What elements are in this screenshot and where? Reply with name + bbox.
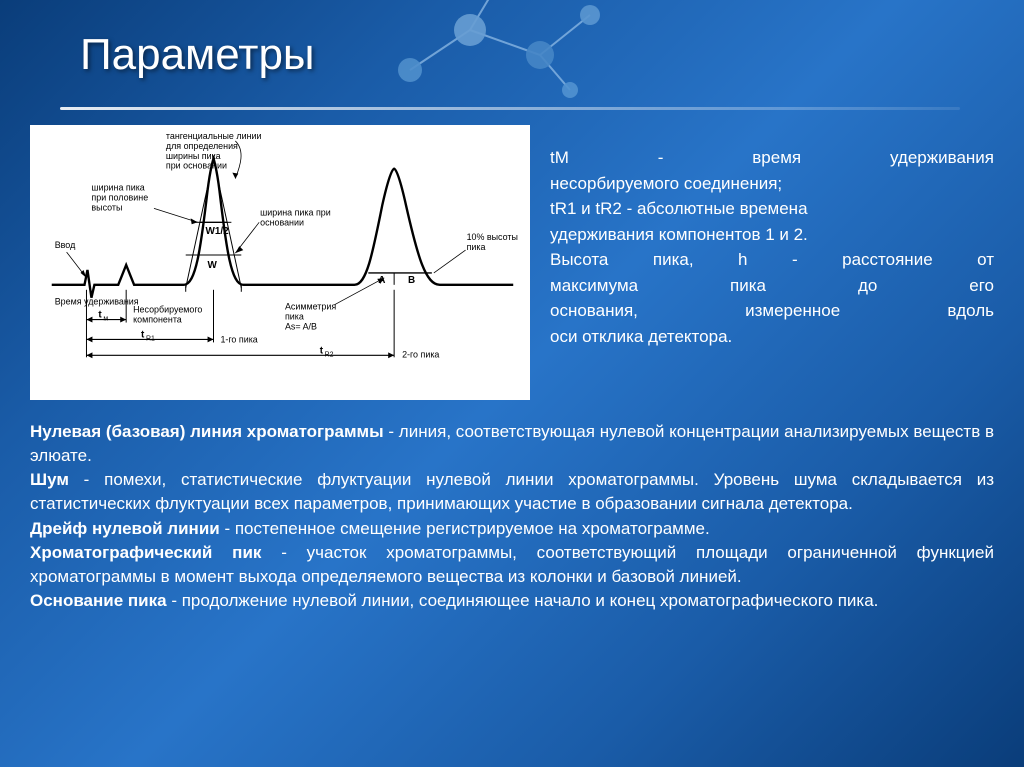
para-drift: Дрейф нулевой линии - постепенное смещен… — [30, 517, 994, 541]
rt-l7: основания, измеренное вдоль — [550, 298, 994, 324]
svg-text:R1: R1 — [146, 335, 155, 342]
rt-l1: tM - время удерживания — [550, 145, 994, 171]
rest-noise: - помехи, статистические флуктуации нуле… — [30, 470, 994, 513]
right-description: tM - время удерживания несорбируемого со… — [550, 125, 994, 400]
tang-label-2: для определения — [166, 141, 238, 151]
rt-l2: несорбируемого соединения; — [550, 171, 994, 197]
nonsor-label-2: компонента — [133, 315, 182, 325]
term-drift: Дрейф нулевой линии — [30, 519, 220, 538]
hw-label-3: высоты — [91, 202, 122, 212]
tang-label-4: при основании — [166, 161, 227, 171]
bw-label-1: ширина пика при — [260, 207, 331, 217]
tr1-label: t — [141, 329, 145, 340]
svg-text:м: м — [103, 316, 108, 323]
ret-time-label: Время удерживания — [55, 297, 139, 307]
peak2-label: 2-го пика — [402, 349, 439, 359]
rt-l3: tR1 и tR2 - абсолютные времена — [550, 196, 994, 222]
content-row: W1/2 W A B 10% высоты пика тангенциальны… — [30, 125, 994, 400]
title-container: Параметры — [60, 20, 960, 110]
title-underline — [60, 107, 960, 110]
rest-drift: - постепенное смещение регистрируемое на… — [220, 519, 710, 538]
rt-l6: максимума пика до его — [550, 273, 994, 299]
rt-l4: удерживания компонентов 1 и 2. — [550, 222, 994, 248]
h10-label-2: пика — [467, 242, 486, 252]
body-text: Нулевая (базовая) линия хроматограммы - … — [30, 420, 994, 613]
term-peak: Хроматографический пик — [30, 543, 261, 562]
term-baseline: Нулевая (базовая) линия хроматограммы — [30, 422, 384, 441]
bw-label-2: основании — [260, 217, 304, 227]
asym-label-1: Асимметрия — [285, 302, 336, 312]
asym-b: B — [408, 275, 415, 286]
w-label: W — [208, 260, 218, 271]
svg-text:R2: R2 — [325, 351, 334, 358]
hw-label-2: при половине — [91, 192, 148, 202]
term-noise: Шум — [30, 470, 69, 489]
para-base: Основание пика - продолжение нулевой лин… — [30, 589, 994, 613]
hw-label-1: ширина пика — [91, 183, 144, 193]
nonsor-label-1: Несорбируемого — [133, 305, 202, 315]
asym-formula: As= A/B — [285, 321, 317, 331]
term-base: Основание пика — [30, 591, 167, 610]
tang-label-1: тангенциальные линии — [166, 131, 262, 141]
peak1-label: 1-го пика — [220, 334, 257, 344]
rest-base: - продолжение нулевой линии, соединяющее… — [167, 591, 879, 610]
tang-label-3: ширины пика — [166, 151, 221, 161]
para-baseline: Нулевая (базовая) линия хроматограммы - … — [30, 420, 994, 468]
w12-label: W1/2 — [206, 226, 230, 237]
tm-label: t — [98, 310, 102, 321]
asym-label-2: пика — [285, 312, 304, 322]
chromatogram-diagram: W1/2 W A B 10% высоты пика тангенциальны… — [30, 125, 530, 400]
para-peak: Хроматографический пик - участок хромато… — [30, 541, 994, 589]
para-noise: Шум - помехи, статистические флуктуации … — [30, 468, 994, 516]
inj-label: Ввод — [55, 240, 76, 250]
rt-l5: Высота пика, h - расстояние от — [550, 247, 994, 273]
tr2-label: t — [320, 345, 324, 356]
rt-l8: оси отклика детектора. — [550, 324, 994, 350]
page-title: Параметры — [60, 20, 960, 80]
h10-label-1: 10% высоты — [467, 232, 518, 242]
